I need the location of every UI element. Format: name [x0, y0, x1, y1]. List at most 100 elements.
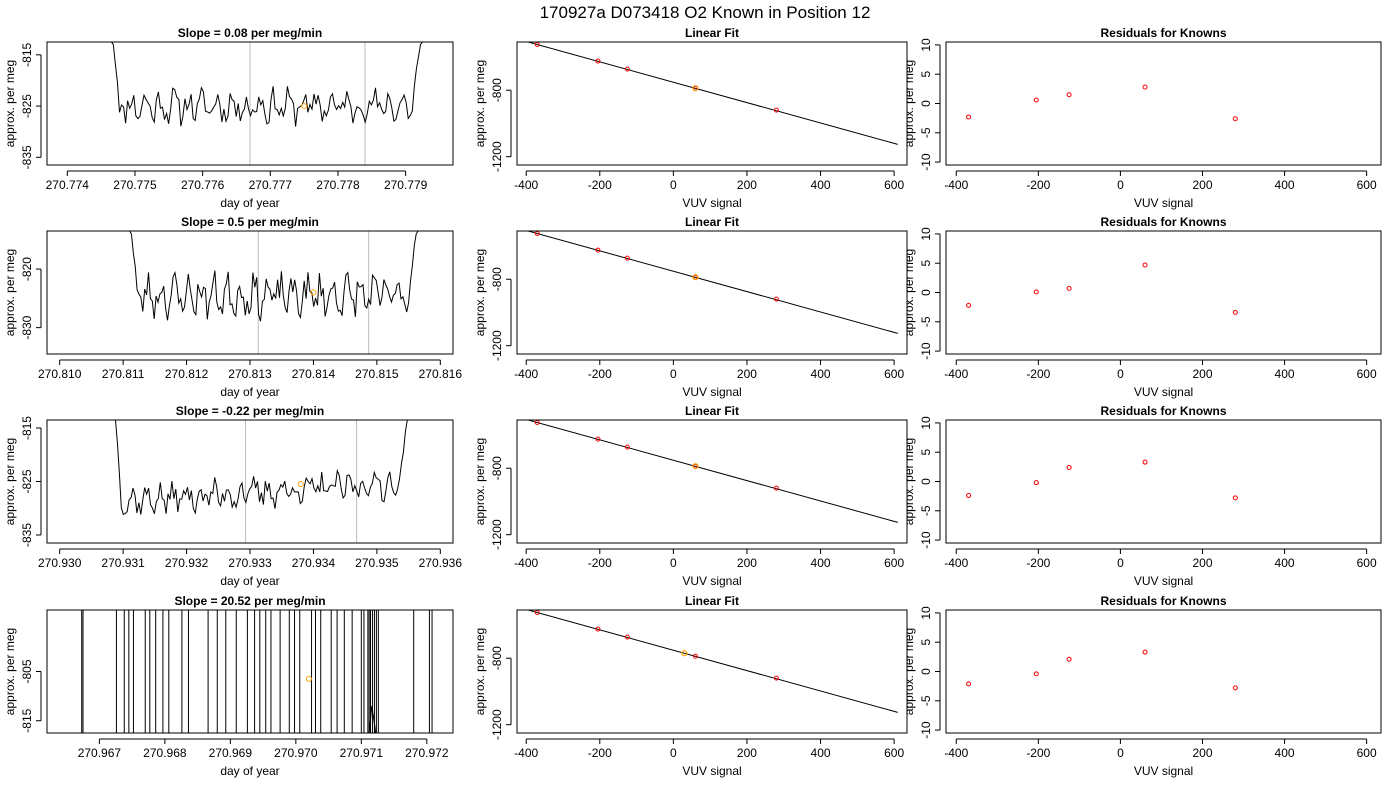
x-axis-label: VUV signal [1134, 764, 1193, 778]
x-tick-label: 600 [1357, 746, 1377, 760]
y-tick-label: -825 [20, 94, 34, 118]
data-point [595, 626, 601, 632]
x-tick-label: 270.969 [209, 746, 253, 760]
x-tick-label: 600 [1357, 178, 1377, 192]
plot-area [110, 42, 423, 165]
x-tick-label: -400 [514, 178, 538, 192]
data-point [1232, 685, 1238, 691]
x-tick-label: 400 [811, 746, 831, 760]
panel-title: Linear Fit [685, 215, 739, 229]
x-tick-label: 270.934 [292, 556, 336, 570]
x-tick-label: 270.930 [38, 556, 82, 570]
x-tick-label: 400 [811, 178, 831, 192]
y-tick-label: -820 [20, 257, 34, 281]
data-point [624, 255, 630, 261]
plot-area [526, 42, 898, 145]
data-point [1142, 84, 1148, 90]
y-axis-label: approx. per meg [473, 60, 487, 147]
x-axis-label: VUV signal [1134, 574, 1193, 588]
plot-area [966, 649, 1238, 691]
x-tick-label: 270.970 [274, 746, 318, 760]
x-tick-label: -200 [1026, 746, 1050, 760]
x-tick-label: -200 [588, 556, 612, 570]
spike-dip [368, 705, 377, 733]
x-tick-label: 400 [811, 556, 831, 570]
x-tick-label: 270.933 [228, 556, 272, 570]
x-tick-label: 600 [1357, 556, 1377, 570]
panel-title: Residuals for Knowns [1100, 215, 1226, 229]
highlight-point [681, 650, 688, 657]
highlight-point [301, 103, 308, 110]
data-point [595, 247, 601, 253]
y-tick-label: 10 [919, 227, 933, 241]
data-point [1033, 289, 1039, 295]
panel-3: Slope = -0.22 per meg/min 270.930 270.931 2… [3, 404, 462, 588]
y-tick-label: 10 [919, 38, 933, 52]
y-axis-label: approx. per meg [902, 249, 916, 336]
x-tick-label: 270.972 [405, 746, 449, 760]
x-axis-label: VUV signal [682, 196, 741, 210]
y-tick-label: -1200 [490, 141, 504, 172]
y-tick-label: -5 [919, 127, 933, 138]
time-series-line [110, 42, 423, 127]
plot-area [526, 610, 898, 713]
y-tick-label: -1200 [490, 709, 504, 740]
x-tick-label: -400 [944, 178, 968, 192]
plot-frame [945, 41, 1382, 166]
x-tick-label: -200 [1026, 178, 1050, 192]
y-axis-label: approx. per meg [473, 249, 487, 336]
y-tick-label: 0 [919, 478, 933, 485]
x-tick-label: 200 [737, 556, 757, 570]
y-axis-label: approx. per meg [902, 628, 916, 715]
plot-frame [945, 419, 1382, 544]
x-tick-label: -400 [944, 367, 968, 381]
plot-area [81, 610, 433, 733]
data-point [773, 485, 779, 491]
x-axis-label: day of year [220, 196, 279, 210]
x-tick-label: 270.971 [340, 746, 384, 760]
y-tick-label: -800 [490, 78, 504, 102]
x-tick-label: 0 [1117, 746, 1124, 760]
x-tick-label: 270.968 [143, 746, 187, 760]
y-tick-label: 5 [919, 639, 933, 646]
panel-8: Linear Fit -400 -200 0 200 400 600 VUV signal -8… [473, 594, 908, 778]
plot-frame [46, 609, 454, 734]
y-tick-label: 5 [919, 260, 933, 267]
x-tick-label: -400 [514, 367, 538, 381]
panel-title: Residuals for Knowns [1100, 404, 1226, 418]
plot-frame [945, 230, 1382, 355]
panel-title: Slope = 20.52 per meg/min [174, 594, 325, 608]
x-tick-label: 200 [737, 746, 757, 760]
x-tick-label: 270.967 [78, 746, 122, 760]
y-axis-label: approx. per meg [902, 60, 916, 147]
x-tick-label: 600 [884, 178, 904, 192]
data-point [1142, 262, 1148, 268]
x-tick-label: 0 [670, 556, 677, 570]
x-tick-label: 400 [1275, 746, 1295, 760]
plot-frame [516, 609, 908, 734]
x-axis-label: VUV signal [682, 764, 741, 778]
y-tick-label: -5 [919, 505, 933, 516]
x-tick-label: 270.816 [419, 367, 463, 381]
panel-title: Residuals for Knowns [1100, 594, 1226, 608]
y-tick-label: -1200 [490, 519, 504, 550]
y-tick-label: -10 [919, 153, 933, 171]
data-point [966, 493, 972, 499]
y-axis-label: approx. per meg [3, 249, 17, 336]
data-point [773, 107, 779, 113]
x-tick-label: 200 [1192, 746, 1212, 760]
y-tick-label: -10 [919, 721, 933, 739]
y-tick-label: -1200 [490, 330, 504, 361]
y-tick-label: -815 [20, 708, 34, 732]
x-tick-label: 270.810 [38, 367, 82, 381]
y-tick-label: -825 [20, 469, 34, 493]
x-tick-label: 270.932 [165, 556, 209, 570]
panel-1: Slope = 0.08 per meg/min 270.774 270.775 27… [3, 26, 454, 210]
x-tick-label: -400 [944, 556, 968, 570]
panel-title: Linear Fit [685, 404, 739, 418]
x-tick-label: -200 [588, 367, 612, 381]
data-point [1033, 671, 1039, 677]
data-point [1066, 92, 1072, 98]
panel-title: Slope = 0.5 per meg/min [181, 215, 319, 229]
data-point [624, 634, 630, 640]
